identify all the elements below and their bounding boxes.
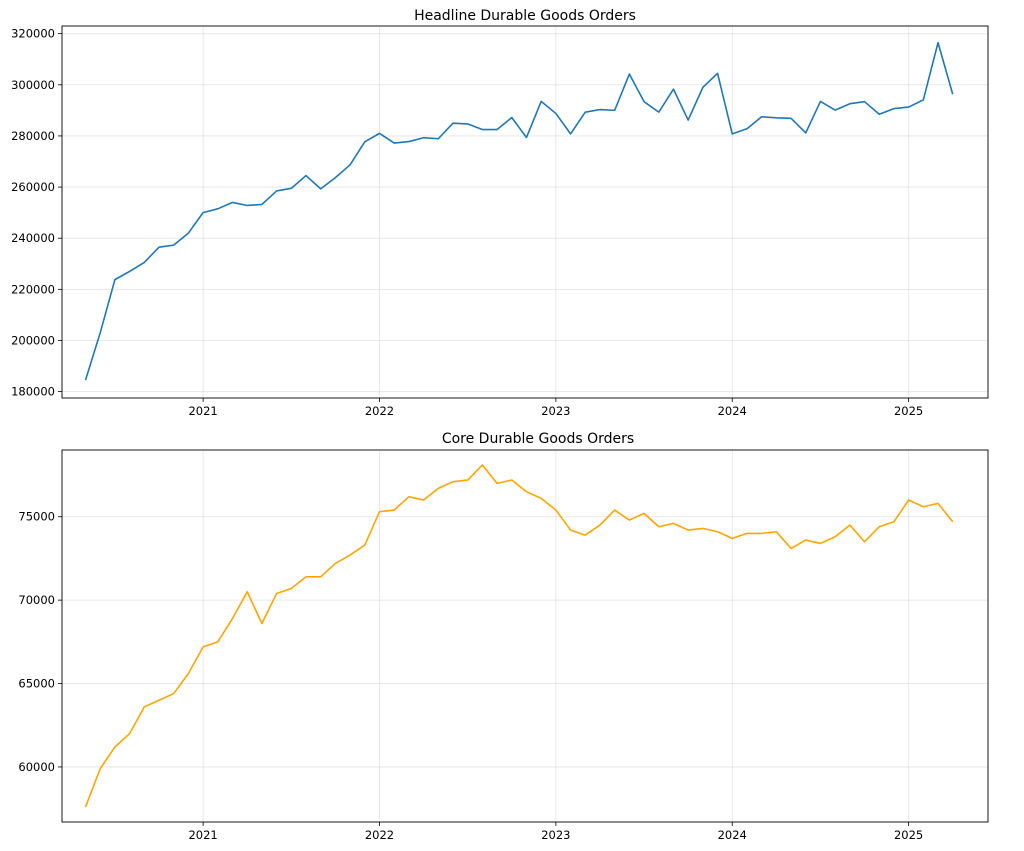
core-data-points [85,465,953,807]
core-chart: Core Durable Goods Orders 60000 65000 7000… [18,431,989,842]
headline-x-axis: 2021 2022 2023 2024 2025 [188,398,923,418]
headline-y-tick-label: 320000 [11,27,55,41]
core-x-tick-label: 2023 [541,828,570,842]
headline-series-line [84,41,954,381]
core-y-axis: 60000 65000 70000 75000 [18,510,62,774]
core-x-axis: 2021 2022 2023 2024 2025 [188,822,923,842]
headline-y-tick-label: 240000 [11,231,55,245]
core-x-tick-label: 2025 [894,828,923,842]
headline-chart-title: Headline Durable Goods Orders [414,8,636,24]
core-y-tick-label: 60000 [18,760,55,774]
headline-x-tick-label: 2024 [718,404,747,418]
headline-plot-frame [61,25,989,399]
core-y-tick-label: 70000 [18,593,55,607]
headline-grid [62,26,988,398]
core-y-tick-label: 65000 [18,677,55,691]
core-chart-title: Core Durable Goods Orders [442,431,634,447]
headline-x-tick-label: 2022 [365,404,394,418]
core-x-tick-label: 2021 [188,828,217,842]
core-y-tick-label: 75000 [18,510,55,524]
core-x-tick-label: 2024 [718,828,747,842]
headline-x-tick-label: 2025 [894,404,923,418]
headline-chart: Headline Durable Goods Orders 180000 2000… [11,8,989,418]
core-grid [62,450,988,822]
headline-data-points [85,42,953,381]
headline-x-tick-label: 2023 [541,404,570,418]
headline-y-axis: 180000 200000 220000 240000 260000 280000 3000… [11,27,62,399]
headline-y-tick-label: 200000 [11,333,55,347]
headline-y-tick-label: 220000 [11,282,55,296]
core-x-tick-label: 2022 [365,828,394,842]
headline-y-tick-label: 300000 [11,78,55,92]
headline-x-tick-label: 2021 [188,404,217,418]
headline-y-tick-label: 260000 [11,180,55,194]
headline-y-tick-label: 180000 [11,385,55,399]
core-series-line [84,464,954,808]
core-plot-frame [61,449,989,823]
headline-y-tick-label: 280000 [11,129,55,143]
